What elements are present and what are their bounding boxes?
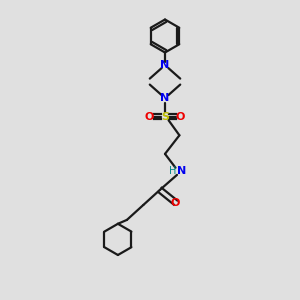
Text: N: N	[160, 60, 169, 70]
Text: O: O	[176, 112, 185, 122]
Text: O: O	[171, 197, 180, 208]
Text: N: N	[160, 93, 169, 103]
Text: H: H	[169, 166, 177, 176]
Text: N: N	[178, 166, 187, 176]
Text: S: S	[161, 112, 169, 122]
Text: O: O	[145, 112, 154, 122]
